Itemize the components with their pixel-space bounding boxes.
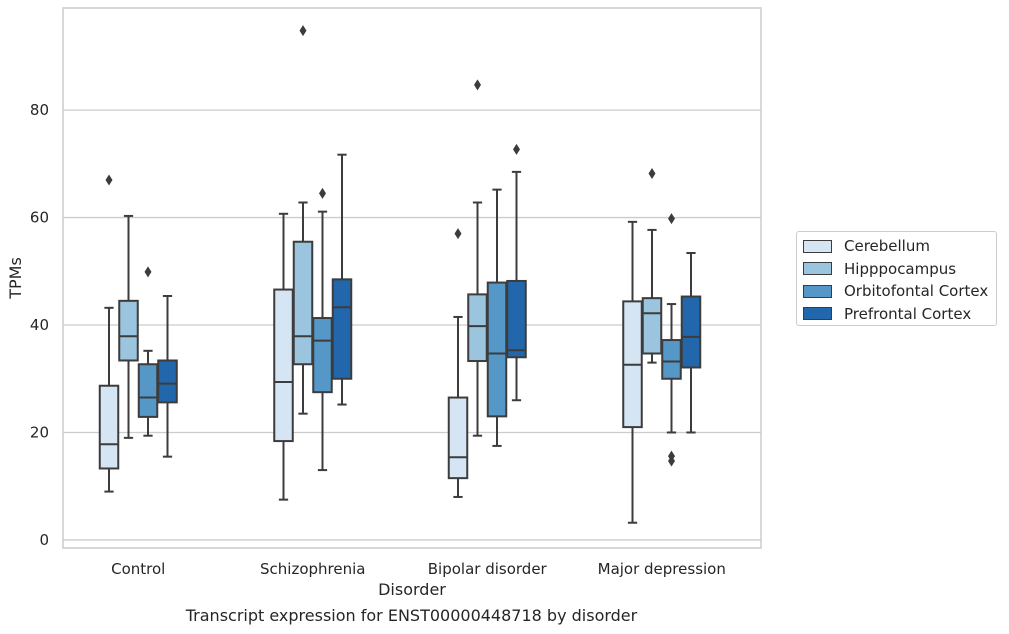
box-iqr xyxy=(312,317,333,394)
legend-swatch xyxy=(803,284,832,298)
box-groups xyxy=(98,25,702,524)
box-cerebellum xyxy=(98,174,120,493)
legend-label: Hipppocampus xyxy=(844,259,957,278)
outlier-point xyxy=(648,167,656,179)
y-tick-label: 40 xyxy=(30,316,49,334)
x-tick-labels: Control Schizophrenia Bipolar disorder Majo… xyxy=(111,560,726,578)
y-axis-label: TPMs xyxy=(6,257,25,300)
legend-label: Cerebellum xyxy=(844,237,930,256)
box-hipppocampus xyxy=(641,167,663,364)
box-orbitofontal-cortex xyxy=(312,187,333,472)
box-iqr xyxy=(118,299,139,362)
box-iqr xyxy=(506,279,527,359)
box-iqr xyxy=(467,293,488,363)
y-tick-label: 0 xyxy=(39,531,49,549)
outlier-point xyxy=(513,143,520,155)
legend: Cerebellum Hipppocampus Orbitofontal Corte… xyxy=(796,231,997,326)
box-cerebellum xyxy=(447,228,469,498)
box-hipppocampus xyxy=(118,214,139,439)
y-tick-label: 80 xyxy=(30,101,49,119)
legend-item: Orbitofontal Cortex xyxy=(803,280,996,303)
legend-label: Prefrontal Cortex xyxy=(844,304,972,323)
box-hipppocampus xyxy=(292,25,314,415)
outlier-point xyxy=(105,174,113,186)
legend-item: Hipppocampus xyxy=(803,258,996,281)
box-iqr xyxy=(661,339,682,380)
box-iqr xyxy=(157,359,178,404)
box-iqr xyxy=(447,396,469,480)
legend-item: Cerebellum xyxy=(803,235,996,258)
box-prefrontal-cortex xyxy=(157,295,178,458)
box-orbitofontal-cortex xyxy=(137,266,159,437)
plot-area xyxy=(62,7,762,549)
legend-swatch xyxy=(803,239,832,253)
chart-caption: Transcript expression for ENST0000044871… xyxy=(185,606,638,625)
box-iqr xyxy=(331,278,353,380)
box-hipppocampus xyxy=(467,79,488,437)
box-prefrontal-cortex xyxy=(331,153,353,406)
x-tick-label: Control xyxy=(111,560,165,578)
box-iqr xyxy=(273,288,294,443)
box-iqr xyxy=(98,384,120,470)
box-prefrontal-cortex xyxy=(680,252,702,434)
box-iqr xyxy=(292,240,314,366)
y-tick-label: 60 xyxy=(30,209,49,227)
legend-label: Orbitofontal Cortex xyxy=(844,282,989,301)
box-iqr xyxy=(137,363,159,418)
y-tick-labels: 0 20 40 60 80 xyxy=(30,101,49,549)
box-iqr xyxy=(486,281,508,418)
outlier-point xyxy=(299,25,307,37)
legend-item: Prefrontal Cortex xyxy=(803,303,996,326)
legend-swatch xyxy=(803,262,832,276)
x-tick-label: Schizophrenia xyxy=(260,560,365,578)
x-tick-label: Major depression xyxy=(598,560,726,578)
box-orbitofontal-cortex xyxy=(661,213,682,467)
outlier-point xyxy=(668,213,675,225)
x-tick-label: Bipolar disorder xyxy=(428,560,548,578)
x-axis-label: Disorder xyxy=(378,580,446,599)
box-cerebellum xyxy=(273,212,294,501)
y-tick-label: 20 xyxy=(30,423,49,441)
box-iqr xyxy=(641,297,663,355)
outlier-point xyxy=(319,187,326,199)
grid-lines xyxy=(63,109,761,541)
box-cerebellum xyxy=(622,220,643,524)
legend-swatch xyxy=(803,307,832,321)
box-prefrontal-cortex xyxy=(506,143,527,402)
outlier-point xyxy=(144,266,152,278)
outlier-point xyxy=(474,79,481,91)
box-iqr xyxy=(680,295,702,369)
outlier-point xyxy=(454,228,462,240)
outlier-point xyxy=(668,455,675,467)
